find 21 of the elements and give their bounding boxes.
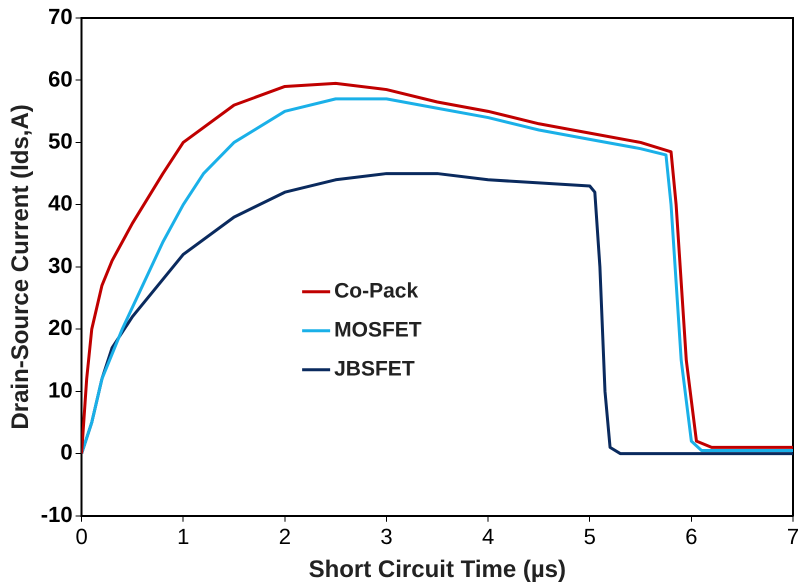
y-tick-label: 60 <box>48 66 73 92</box>
y-tick-label: 20 <box>48 315 73 340</box>
x-tick-label: 5 <box>584 524 596 550</box>
y-tick-label: 10 <box>48 377 73 402</box>
x-tick-label: 6 <box>685 524 698 550</box>
y-tick-label: 0 <box>60 440 73 465</box>
legend-label: Co-Pack <box>334 280 418 303</box>
legend-label: JBSFET <box>334 358 415 381</box>
y-axis-title: Drain-Source Current (Ids,A) <box>7 104 34 430</box>
y-tick-label: 40 <box>48 190 73 216</box>
x-tick-label: 1 <box>177 524 190 550</box>
y-tick-label: -10 <box>40 502 73 527</box>
x-tick-label: 4 <box>482 524 494 550</box>
y-tick-label: 30 <box>48 252 73 278</box>
x-tick-label: 2 <box>278 524 291 550</box>
y-tick-label: 50 <box>48 128 73 154</box>
legend-label: MOSFET <box>334 318 422 342</box>
y-tick-label: 70 <box>48 4 73 30</box>
x-tick-label: 7 <box>786 524 800 550</box>
x-axis-title: Short Circuit Time (µs) <box>308 556 566 584</box>
x-tick-label: 3 <box>380 524 393 550</box>
